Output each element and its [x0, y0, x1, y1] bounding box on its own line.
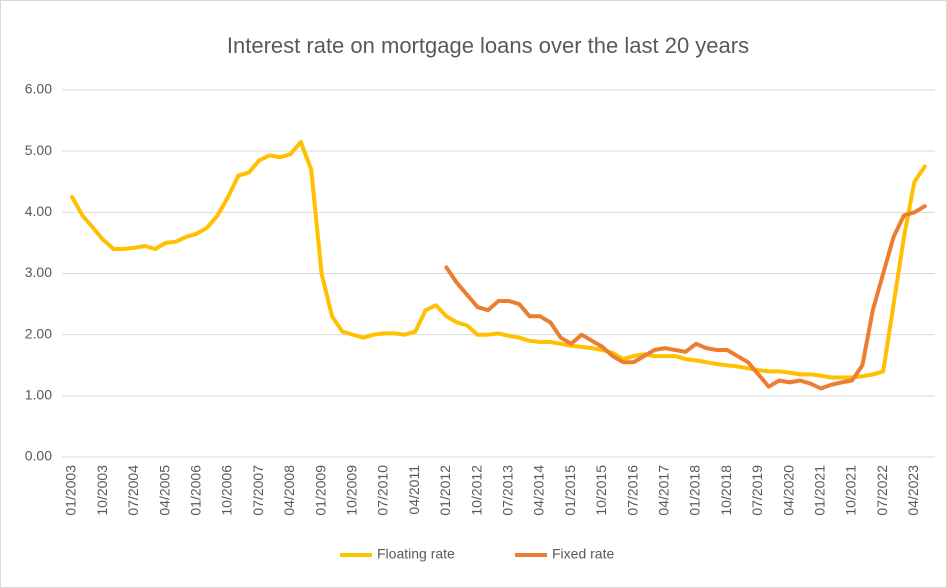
x-tick-label: 04/2017	[656, 465, 672, 516]
x-tick-label: 01/2009	[312, 465, 328, 516]
x-tick-label: 10/2012	[468, 465, 484, 516]
x-tick-label: 01/2003	[63, 465, 79, 516]
x-tick-label: 04/2014	[531, 465, 547, 516]
x-tick-label: 10/2003	[94, 465, 110, 516]
x-tick-label: 07/2016	[624, 465, 640, 516]
legend-label: Fixed rate	[552, 546, 614, 562]
x-tick-label: 01/2012	[437, 465, 453, 516]
x-tick-label: 10/2021	[843, 465, 859, 516]
y-tick-label: 6.00	[25, 81, 52, 97]
x-tick-label: 04/2008	[281, 465, 297, 516]
x-tick-label: 01/2006	[188, 465, 204, 516]
y-tick-label: 0.00	[25, 448, 52, 464]
x-tick-label: 07/2019	[749, 465, 765, 516]
y-tick-label: 4.00	[25, 203, 52, 219]
x-tick-label: 04/2005	[156, 465, 172, 516]
y-tick-label: 1.00	[25, 387, 52, 403]
x-tick-label: 04/2011	[406, 465, 422, 515]
x-tick-label: 01/2015	[562, 465, 578, 516]
x-tick-label: 01/2018	[687, 465, 703, 516]
x-tick-label: 04/2023	[905, 465, 921, 516]
series-line	[70, 140, 927, 380]
y-tick-label: 5.00	[25, 142, 52, 158]
x-tick-label: 07/2010	[375, 465, 391, 516]
x-tick-label: 10/2018	[718, 465, 734, 516]
x-tick-label: 10/2006	[219, 465, 235, 516]
x-tick-label: 07/2022	[874, 465, 890, 516]
x-tick-label: 04/2020	[780, 465, 796, 516]
chart-title: Interest rate on mortgage loans over the…	[227, 33, 749, 58]
series-line	[444, 204, 927, 391]
x-tick-label: 07/2007	[250, 465, 266, 516]
x-tick-label: 07/2004	[125, 465, 141, 516]
y-tick-label: 2.00	[25, 325, 52, 341]
x-tick-label: 07/2013	[500, 465, 516, 516]
y-tick-label: 3.00	[25, 264, 52, 280]
x-tick-label: 10/2015	[593, 465, 609, 516]
legend-label: Floating rate	[377, 546, 455, 562]
x-tick-label: 01/2021	[812, 465, 828, 516]
x-tick-label: 10/2009	[344, 465, 360, 516]
